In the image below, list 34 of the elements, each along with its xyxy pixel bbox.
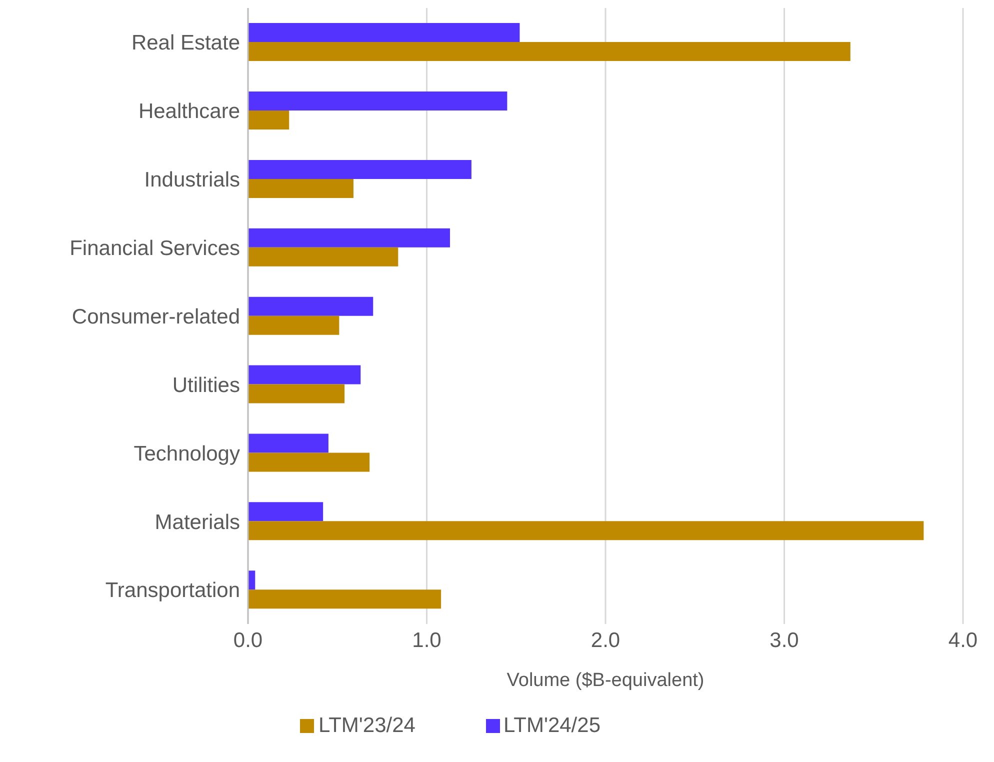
y-tick-label: Healthcare	[138, 100, 240, 124]
x-tick-label: 2.0	[590, 628, 620, 652]
x-tick-label: 1.0	[412, 628, 442, 652]
x-tick-label: 3.0	[770, 628, 799, 652]
bar	[248, 452, 370, 472]
bar	[248, 384, 345, 404]
legend-label: LTM'24/25	[504, 714, 601, 737]
y-tick-label: Transportation	[105, 579, 240, 602]
bar	[248, 178, 354, 198]
bar	[248, 247, 398, 266]
bar	[248, 228, 450, 248]
y-tick-label: Materials	[154, 510, 240, 534]
bar	[248, 42, 850, 62]
bar	[248, 160, 472, 179]
bar	[248, 502, 324, 522]
y-tick-label: Consumer-related	[72, 305, 240, 328]
x-axis-title: Volume ($B-equivalent)	[506, 670, 704, 691]
legend-label: LTM'23/24	[318, 714, 416, 737]
bar	[248, 434, 328, 453]
bar	[248, 296, 374, 316]
bar	[248, 365, 361, 384]
y-tick-label: Technology	[134, 442, 240, 466]
bar	[248, 590, 442, 609]
y-tick-label: Utilities	[172, 374, 240, 397]
bar	[248, 521, 924, 540]
x-tick-label: 4.0	[948, 628, 978, 652]
x-tick-label: 0.0	[233, 628, 263, 652]
bar	[248, 92, 508, 110]
y-tick-label: Industrials	[144, 168, 240, 192]
bar	[248, 316, 340, 335]
bar	[248, 110, 290, 130]
y-tick-label: Real Estate	[131, 32, 240, 55]
bar	[248, 23, 520, 42]
y-tick-label: Financial Services	[70, 237, 240, 260]
